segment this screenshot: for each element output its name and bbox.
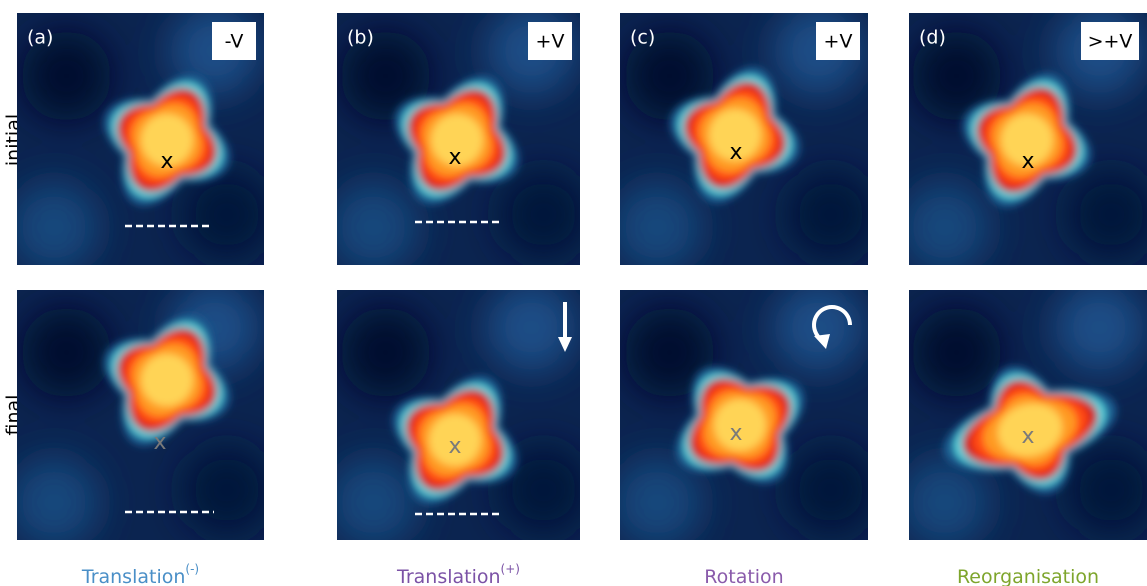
texture-blob: [328, 182, 418, 272]
caption-superscript: (-): [185, 562, 199, 576]
center-marker: x: [729, 421, 742, 446]
texture-blob: [9, 182, 99, 272]
arrow-head: [275, 302, 289, 316]
texture-blob: [182, 445, 272, 535]
caption: Translation(+): [396, 562, 520, 586]
texture-blob: [486, 283, 576, 373]
texture-blob: [499, 170, 589, 260]
voltage-label: +V: [536, 31, 565, 53]
texture-blob: [612, 182, 702, 272]
center-marker: x: [448, 434, 461, 459]
texture-blob: [341, 308, 431, 398]
caption-text: Rotation: [704, 566, 783, 586]
texture-blob: [786, 445, 876, 535]
texture-blob: [786, 170, 876, 260]
stm-image: [9, 283, 272, 548]
texture-blob: [182, 170, 272, 260]
caption: Reorganisation: [957, 566, 1099, 586]
panel-label: (d): [919, 27, 946, 49]
center-marker: x: [153, 430, 166, 455]
stm-image: [900, 283, 1147, 554]
voltage-label: -V: [225, 31, 244, 53]
voltage-label: >+V: [1088, 31, 1133, 53]
texture-blob: [1054, 283, 1144, 373]
caption-text: Translation: [81, 566, 186, 586]
caption: Rotation: [704, 566, 783, 586]
voltage-label: +V: [824, 31, 853, 53]
texture-blob: [912, 308, 1002, 398]
panel-label: (a): [27, 27, 53, 49]
caption: Translation(-): [81, 562, 199, 586]
center-marker: x: [1021, 424, 1034, 449]
texture-blob: [773, 283, 863, 373]
figure: initial final xx(a)-VTranslation(-)xx(b)…: [0, 0, 1147, 586]
texture-blob: [21, 308, 111, 398]
texture-blob: [612, 458, 702, 548]
caption-text: Reorganisation: [957, 566, 1099, 586]
texture-blob: [900, 182, 990, 272]
caption-superscript: (+): [501, 562, 520, 576]
center-marker: x: [1021, 149, 1034, 174]
center-marker: x: [729, 140, 742, 165]
panel-label: (b): [347, 27, 374, 49]
caption-text: Translation: [396, 566, 501, 586]
center-marker: x: [160, 149, 173, 174]
panel-label: (c): [630, 27, 655, 49]
stm-image: [328, 283, 588, 548]
stm-image: [612, 283, 876, 548]
center-marker: x: [448, 145, 461, 170]
texture-blob: [328, 458, 418, 548]
texture-blob: [9, 458, 99, 548]
